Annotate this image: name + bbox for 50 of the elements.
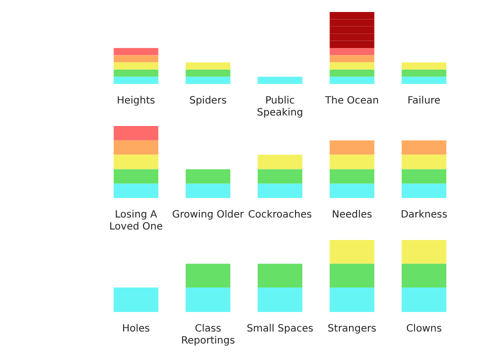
x-tick-label: Holes <box>122 324 150 335</box>
x-tick-label: Class Reportings <box>181 324 235 347</box>
bar <box>258 76 302 84</box>
bar <box>330 76 374 84</box>
bar <box>114 169 158 184</box>
bar <box>330 70 374 77</box>
x-tick-label: Small Spaces <box>246 324 314 335</box>
bar <box>402 169 446 184</box>
bar <box>402 76 446 84</box>
x-tick-label: Growing Older <box>172 210 245 221</box>
bar <box>402 70 446 77</box>
bar <box>330 55 374 62</box>
bar <box>114 55 158 62</box>
bar <box>114 140 158 155</box>
bar <box>114 154 158 170</box>
bar <box>330 140 374 155</box>
x-tick-label: Needles <box>332 210 372 221</box>
bar <box>114 184 158 198</box>
bar <box>258 154 302 170</box>
x-tick-label: Spiders <box>189 96 227 107</box>
bar <box>402 184 446 198</box>
bar <box>114 70 158 77</box>
x-tick-label: Darkness <box>400 210 448 221</box>
bar <box>330 154 374 170</box>
x-tick-label: Clowns <box>406 324 442 335</box>
x-tick-label: Cockroaches <box>248 210 312 221</box>
bar <box>402 140 446 155</box>
bar <box>330 48 374 56</box>
bar <box>186 169 230 184</box>
bar <box>402 154 446 170</box>
bar <box>114 62 158 70</box>
bar <box>330 184 374 198</box>
bar <box>258 184 302 198</box>
x-tick-label: Strangers <box>328 324 376 335</box>
bar <box>186 62 230 70</box>
bar <box>330 169 374 184</box>
bar <box>186 76 230 84</box>
x-tick-label: Heights <box>116 96 156 107</box>
x-tick-label: The Ocean <box>324 96 379 107</box>
bar <box>258 169 302 184</box>
bar <box>114 48 158 56</box>
x-tick-label: Failure <box>408 96 440 107</box>
x-tick-label: Losing A Loved One <box>109 210 163 233</box>
bar <box>330 62 374 70</box>
bar <box>186 184 230 198</box>
bar <box>402 62 446 70</box>
x-tick-label: Public Speaking <box>256 96 304 119</box>
bar <box>114 126 158 140</box>
bar <box>114 76 158 84</box>
bar <box>186 70 230 77</box>
